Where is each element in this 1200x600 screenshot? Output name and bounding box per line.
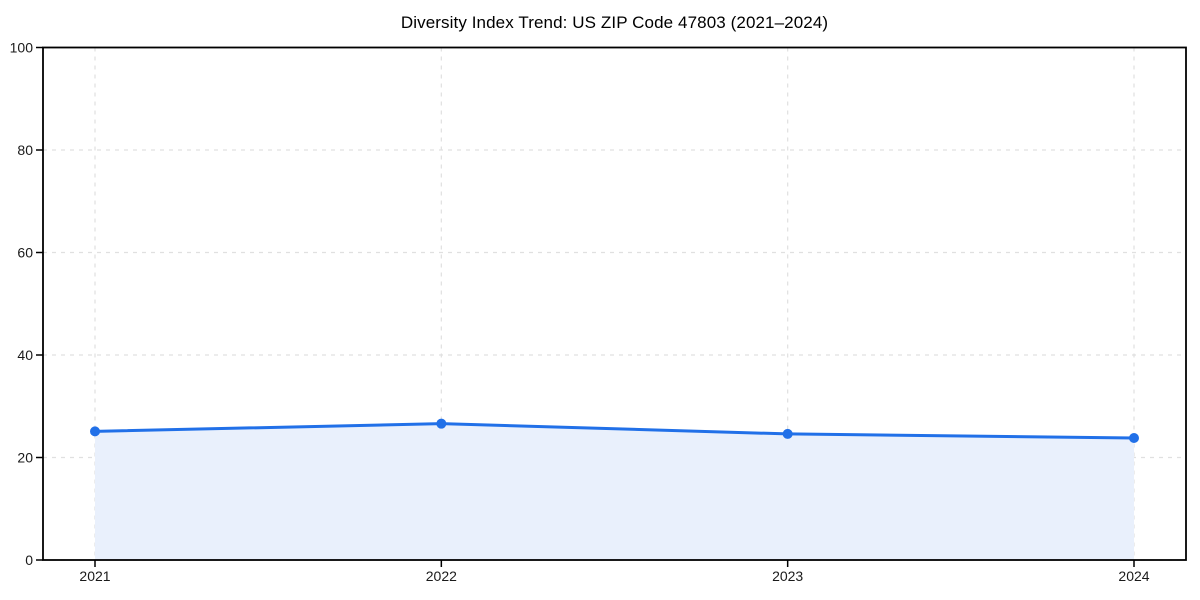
x-tick-label-2021: 2021 [79, 568, 110, 584]
chart-title: Diversity Index Trend: US ZIP Code 47803… [400, 13, 829, 32]
plot-border [42, 46, 1187, 561]
series-area-fill [95, 423, 1134, 560]
y-tick-label-20: 20 [17, 450, 33, 466]
data-point-2022 [436, 418, 447, 429]
y-tick-label-60: 60 [17, 245, 33, 261]
series-line [93, 422, 1136, 440]
data-point-2024 [1129, 433, 1139, 444]
data-point-2023 [782, 428, 793, 439]
data-point-2021 [90, 426, 100, 437]
y-tick-label-100: 100 [10, 40, 34, 56]
y-tick-label-40: 40 [17, 347, 33, 363]
x-tick-label-2023: 2023 [772, 568, 803, 584]
y-tick-label-0: 0 [25, 552, 33, 568]
x-tick-label-2024: 2024 [1118, 568, 1149, 584]
x-tick-label-2022: 2022 [426, 568, 457, 584]
y-tick-label-80: 80 [17, 142, 33, 158]
